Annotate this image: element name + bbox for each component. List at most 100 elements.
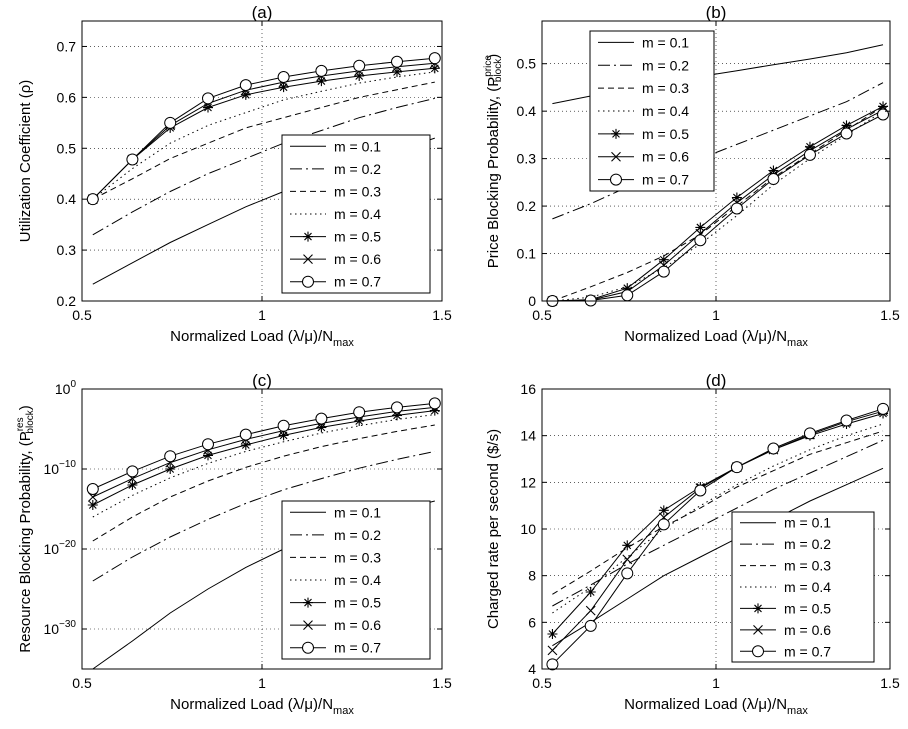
series-point-6 (622, 554, 633, 565)
y-tick-label: 0.7 (57, 38, 77, 54)
series-point-7 (353, 406, 366, 419)
series-point-7 (428, 397, 441, 410)
subplot-title: (a) (252, 3, 273, 22)
legend-label-2: m = 0.2 (784, 536, 831, 552)
x-tick-label: 1 (258, 307, 266, 323)
series-line-2 (552, 439, 884, 607)
x-tick-label: 0.5 (532, 675, 552, 691)
legend-marker-6 (303, 254, 313, 265)
y-tick-label: 14 (520, 428, 536, 444)
series-line-6 (552, 410, 884, 651)
y-tick-label: 0.5 (517, 56, 537, 72)
series-point-6 (585, 605, 596, 616)
series-point-7 (877, 108, 890, 121)
x-axis-label: Normalized Load (λ/μ)/Nmax (170, 328, 354, 349)
series-line-7 (92, 402, 435, 490)
legend: m = 0.1 m = 0.2 m = 0.3 m = 0.4 m = 0.5 m = 0… (589, 30, 715, 192)
x-axis-label: Normalized Load (λ/μ)/Nmax (624, 328, 808, 349)
series-point-7 (730, 202, 743, 215)
series-line-5 (92, 410, 435, 506)
legend-label-6: m = 0.6 (784, 622, 831, 638)
legend-label-4: m = 0.4 (784, 579, 831, 595)
series-point-6 (547, 645, 558, 656)
subplot-b: 0.5 1 1.5 0 0.1 0.2 0.3 0.4 0.5 (b) Normalized Loa… (483, 3, 900, 349)
subplot-c: 0.5 1 1.5 100 10−10 10−20 10−30 (c) Normalized L… (15, 371, 452, 717)
series-line-6 (92, 406, 435, 498)
series-point-7 (391, 55, 403, 68)
series-point-5 (354, 70, 365, 81)
x-tick-label: 0.5 (532, 307, 552, 323)
series-point-7 (730, 461, 743, 474)
y-axis-label: Charged rate per second ($/s) (485, 429, 502, 629)
series-point-7 (803, 148, 816, 161)
subplot-d: 0.5 1 1.5 4 6 8 10 12 14 16 (d) Normalized Load (λ/… (485, 371, 900, 717)
y-tick-label: 16 (520, 381, 536, 397)
series-point-7 (164, 116, 177, 129)
series-point-5 (585, 587, 596, 597)
legend-marker-5 (611, 128, 621, 139)
legend-label-4: m = 0.4 (334, 206, 381, 222)
legend-label-1: m = 0.1 (784, 515, 831, 531)
series-point-7 (315, 412, 328, 425)
x-tick-label: 1 (712, 675, 720, 691)
series-point-5 (622, 540, 633, 551)
legend-label-7: m = 0.7 (334, 274, 381, 290)
legend-label-3: m = 0.3 (334, 183, 381, 199)
legend-label-6: m = 0.6 (642, 149, 689, 165)
series-point-7 (164, 450, 177, 463)
legend-label-6: m = 0.6 (334, 251, 381, 267)
x-tick-label: 0.5 (72, 307, 92, 323)
y-tick-label: 0.6 (57, 89, 77, 105)
x-tick-label: 1.5 (432, 307, 452, 323)
series-point-5 (429, 63, 440, 74)
y-tick-label: 0.1 (517, 246, 537, 262)
y-tick-label: 4 (528, 661, 536, 677)
legend-label-3: m = 0.3 (642, 80, 689, 96)
legend-label-1: m = 0.1 (642, 34, 689, 50)
series-point-5 (768, 165, 779, 176)
series-point-7 (428, 52, 441, 65)
series-point-7 (546, 658, 559, 671)
series-point-5 (731, 192, 742, 203)
legend-label-5: m = 0.5 (334, 595, 381, 611)
legend-label-3: m = 0.3 (784, 558, 831, 574)
series-line-3 (552, 105, 884, 302)
series-line-2 (92, 450, 435, 582)
legend-box (281, 500, 431, 660)
legend-marker-7 (302, 275, 314, 288)
series-point-7 (86, 483, 99, 495)
y-tick-label: 0.2 (517, 198, 537, 214)
series-line-7 (92, 57, 435, 200)
legend-label-5: m = 0.5 (784, 600, 831, 616)
series-line-3 (92, 424, 435, 542)
y-tick-label: 0.2 (57, 293, 77, 309)
series-point-7 (277, 419, 290, 432)
series-point-7 (840, 414, 853, 427)
series-point-7 (126, 465, 139, 478)
y-tick-label: 0.5 (57, 140, 77, 156)
legend-marker-7 (302, 641, 314, 654)
series-point-5 (658, 505, 669, 516)
subplot-title: (d) (706, 371, 727, 390)
subplot-a: 0.5 1 1.5 0.2 0.3 0.4 0.5 0.6 0.7 (a) Normalized L… (17, 3, 452, 349)
y-tick-label: 10 (520, 521, 536, 537)
series-line-1 (552, 467, 884, 647)
y-tick-label: 6 (528, 614, 536, 630)
series-line-5 (552, 105, 884, 302)
series-point-5 (278, 430, 289, 441)
series-point-7 (694, 484, 707, 497)
legend-marker-5 (303, 231, 313, 242)
series-line-2 (552, 82, 884, 220)
legend-label-2: m = 0.2 (334, 527, 381, 543)
y-axis-label: Resource Blocking Probability, (Presbloc… (15, 405, 36, 653)
series-line-5 (92, 67, 435, 200)
series-point-5 (316, 422, 327, 433)
series-point-5 (622, 283, 633, 294)
legend-label-4: m = 0.4 (642, 103, 689, 119)
series-point-7 (239, 428, 252, 441)
legend-label-2: m = 0.2 (334, 161, 381, 177)
legend: m = 0.1 m = 0.2 m = 0.3 m = 0.4 m = 0.5 m = 0… (281, 134, 431, 294)
legend-marker-6 (303, 620, 313, 631)
legend-label-6: m = 0.6 (334, 617, 381, 633)
